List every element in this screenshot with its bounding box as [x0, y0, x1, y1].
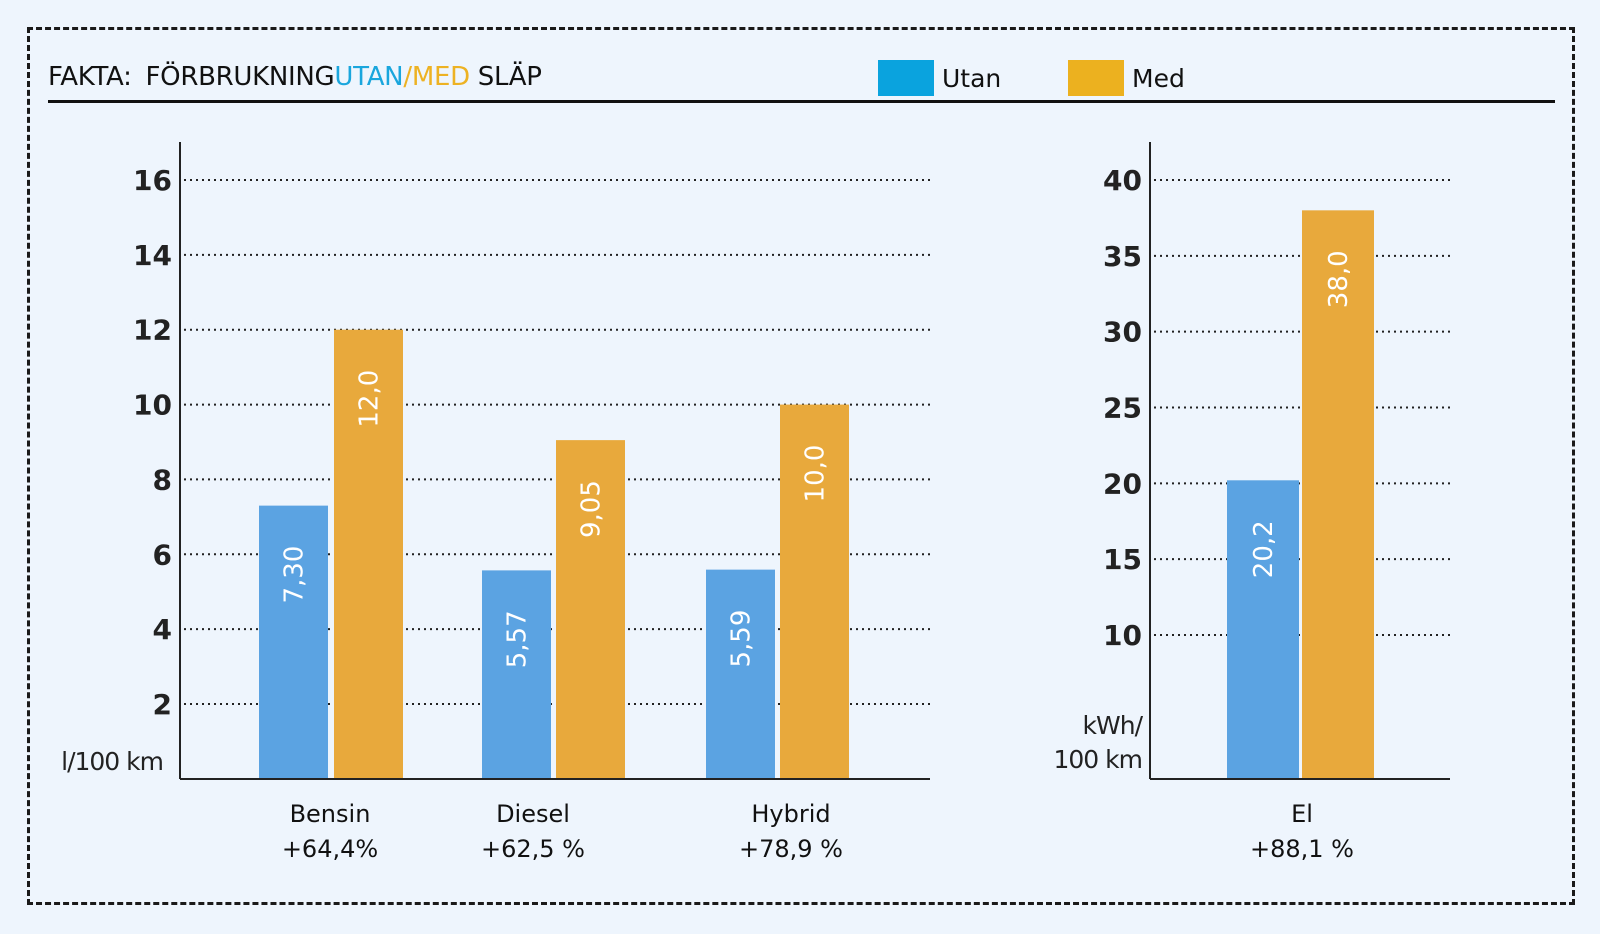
title-med: MED: [411, 62, 470, 92]
y-tick-label: 30: [1103, 316, 1142, 349]
category-note: +78,9 %: [739, 835, 843, 863]
y-tick-label: 16: [133, 164, 172, 197]
chart-panel-2: 10 15 20 25 30 35 40 20,2 38,0 El +88,1 % kWh/100 k…: [1054, 142, 1450, 863]
y-tick-label: 6: [153, 538, 172, 571]
bar-utan: [259, 505, 328, 779]
bar-utan: [482, 570, 551, 779]
y-axis-label: 100 km: [1054, 745, 1143, 774]
chart-panel-1: 2 4 6 8 10 12 14 16 7,30 12,0 Bensin +64,4% 5,57 9,05…: [61, 142, 930, 863]
y-tick-label: 15: [1103, 543, 1142, 576]
chart-title: FAKTA: FÖRBRUKNINGUTAN/MED SLÄP: [48, 62, 542, 92]
y-tick-label: 10: [1103, 619, 1142, 652]
y-tick-label: 4: [153, 613, 172, 646]
chart-header: FAKTA: FÖRBRUKNINGUTAN/MED SLÄP Utan Med: [48, 58, 1555, 103]
category-note: +62,5 %: [481, 835, 585, 863]
data-label: 5,59: [727, 610, 757, 668]
title-slash: /: [403, 62, 412, 92]
legend-swatch-utan: [878, 60, 934, 96]
title-suffix: SLÄP: [477, 62, 542, 92]
y-tick-label: 2: [153, 688, 172, 721]
data-label: 9,05: [577, 480, 607, 538]
y-tick-label: 8: [153, 463, 172, 496]
y-tick-label: 14: [133, 239, 172, 272]
title-utan: UTAN: [334, 62, 404, 92]
y-tick-label: 10: [133, 389, 172, 422]
legend-swatch-med: [1068, 60, 1124, 96]
y-tick-label: 20: [1103, 467, 1142, 500]
legend-label-med: Med: [1132, 64, 1185, 93]
title-main: FÖRBRUKNING: [145, 62, 335, 92]
data-label: 20,2: [1249, 520, 1279, 578]
dashed-frame: [27, 27, 1575, 905]
bar-med: [334, 329, 403, 779]
data-label: 5,57: [503, 610, 533, 668]
data-label: 38,0: [1324, 250, 1354, 308]
y-tick-label: 40: [1103, 164, 1142, 197]
x-tick-label: El: [1291, 800, 1313, 828]
data-label: 12,0: [355, 370, 385, 428]
y-tick-label: 25: [1103, 392, 1142, 425]
category-note: +88,1 %: [1250, 835, 1354, 863]
bar-med: [556, 440, 625, 779]
bar-med: [780, 404, 849, 779]
y-tick-label: 35: [1103, 240, 1142, 273]
bar-med: [1302, 210, 1374, 780]
legend-label-utan: Utan: [942, 64, 1002, 93]
title-prefix: FAKTA:: [48, 62, 132, 92]
data-label: 10,0: [801, 445, 831, 503]
y-axis-label: kWh/: [1083, 711, 1144, 740]
category-note: +64,4%: [282, 835, 378, 863]
data-label: 7,30: [280, 546, 310, 604]
x-tick-label: Bensin: [290, 800, 371, 828]
bar-utan: [706, 569, 775, 779]
y-tick-label: 12: [133, 314, 172, 347]
x-tick-label: Hybrid: [751, 800, 830, 828]
bar-utan: [1227, 480, 1299, 779]
y-axis-label: l/100 km: [61, 747, 163, 776]
x-tick-label: Diesel: [496, 800, 570, 828]
